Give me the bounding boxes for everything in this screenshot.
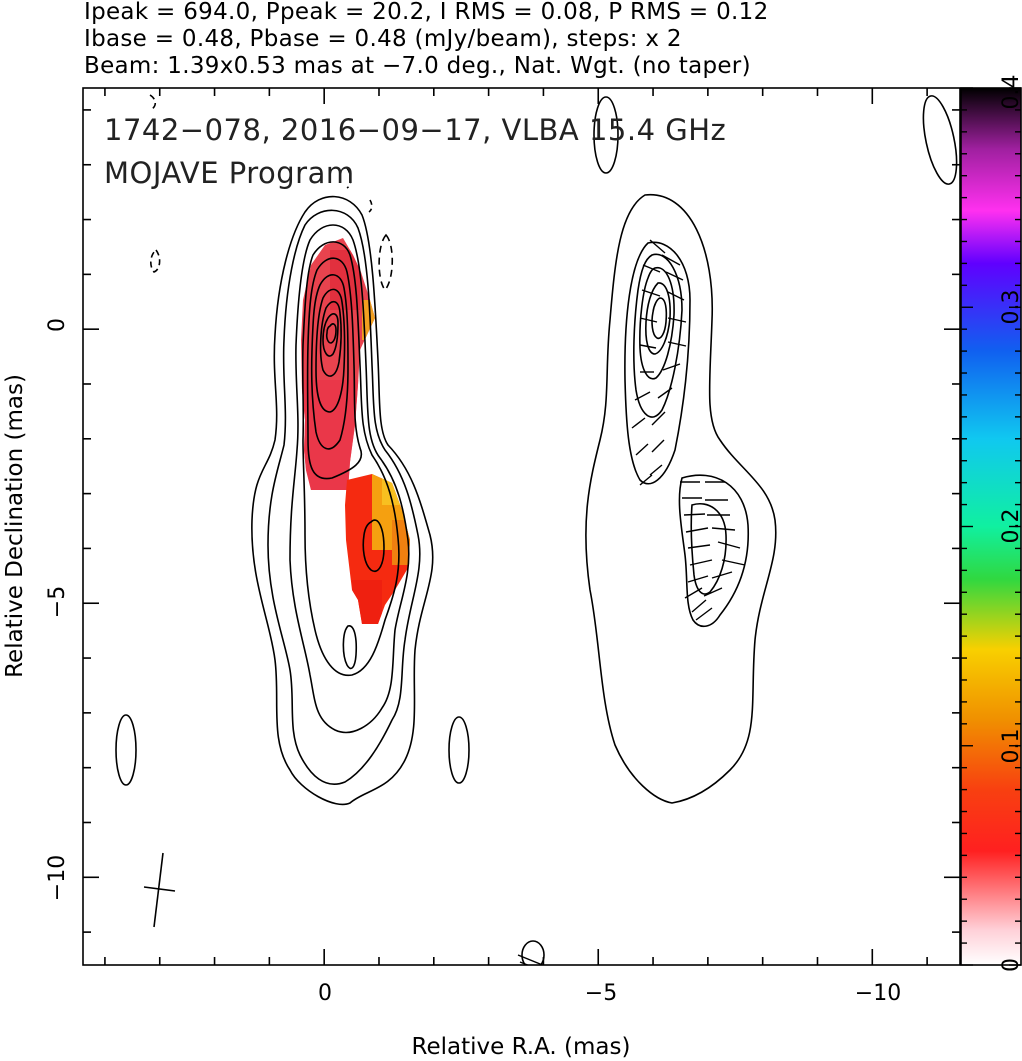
total-intensity-contours — [251, 195, 434, 806]
colorbar: 0 0.1 0.2 0.3 0.4 — [960, 75, 1022, 972]
beam-marker — [143, 852, 176, 928]
header-line-beam: Beam: 1.39x0.53 mas at −7.0 deg., Nat. W… — [84, 53, 751, 79]
y-axis-label: Relative Declination (mas) — [2, 374, 28, 678]
polarization-vectors — [517, 239, 746, 965]
noise-contours — [115, 94, 958, 965]
axis-tick-labels: 0 −5 −10 0 −5 −10 — [45, 318, 901, 1006]
colorbar-tick-label: 0.4 — [999, 75, 1022, 110]
x-tick-label: −5 — [585, 981, 617, 1006]
colorbar-tick-label: 0.3 — [999, 290, 1022, 325]
colorbar-tick-label: 0.2 — [999, 509, 1022, 544]
y-tick-label: 0 — [45, 318, 70, 332]
polarization-contours — [585, 194, 777, 804]
x-tick-label: 0 — [318, 981, 332, 1006]
plot-title-line2: MOJAVE Program — [104, 156, 355, 190]
x-axis-label: Relative R.A. (mas) — [412, 1034, 631, 1060]
y-tick-label: −10 — [45, 855, 70, 901]
axis-ticks — [83, 88, 960, 965]
header-line-peaks: Ipeak = 694.0, Ppeak = 20.2, I RMS = 0.0… — [84, 0, 769, 25]
knot-polarization-region — [345, 474, 410, 624]
colorbar-ticks — [961, 87, 1021, 966]
fractional-polarization-pixels — [301, 238, 410, 624]
header-line-base: Ibase = 0.48, Pbase = 0.48 (mJy/beam), s… — [84, 26, 682, 52]
colorbar-tick-label: 0.1 — [999, 729, 1022, 764]
x-tick-label: −10 — [855, 981, 901, 1006]
plot-frame — [82, 87, 961, 966]
plot-title-line1: 1742−078, 2016−09−17, VLBA 15.4 GHz — [104, 113, 726, 147]
y-tick-label: −5 — [45, 586, 70, 618]
colorbar-tick-label: 0 — [999, 958, 1022, 972]
